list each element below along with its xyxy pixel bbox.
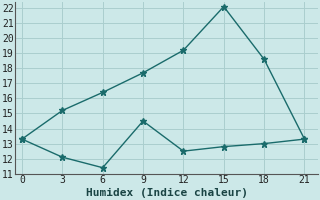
X-axis label: Humidex (Indice chaleur): Humidex (Indice chaleur): [85, 188, 248, 198]
